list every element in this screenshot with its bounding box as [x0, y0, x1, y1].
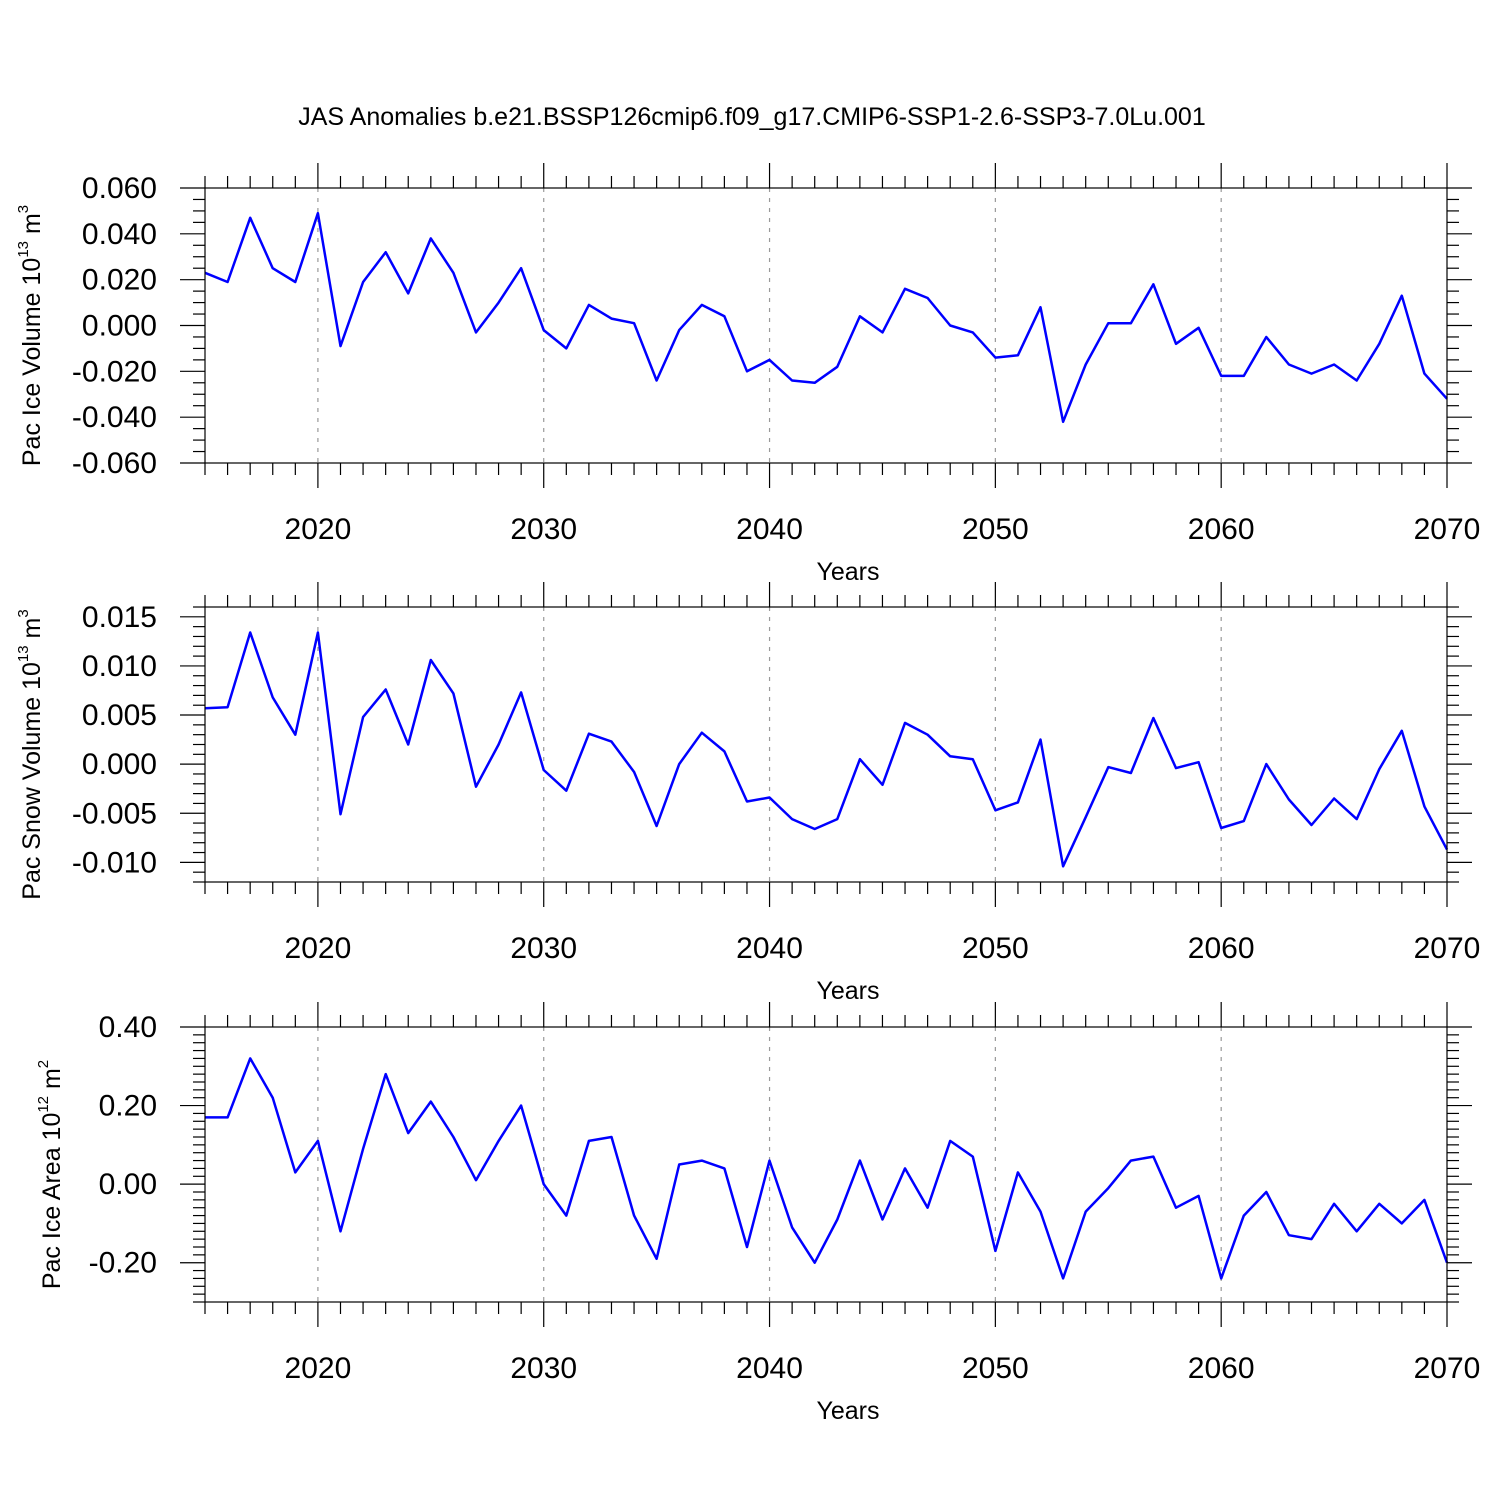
plot-frame: [204, 606, 1448, 883]
x-tick-label: 2070: [1414, 932, 1481, 965]
y-axis-title-text: Pac Ice Volume 10: [18, 258, 46, 466]
y-axis-title-unit: m: [38, 1068, 66, 1089]
x-axis-title: Years: [816, 1397, 879, 1425]
x-tick-labels: 2020 2030 2040 2050 2060 2070: [285, 932, 1481, 965]
y-axis-title-text: Pac Snow Volume 10: [18, 662, 46, 900]
x-tick-label: 2050: [962, 513, 1029, 546]
x-axis-title: Years: [816, 558, 879, 586]
axis-ticks: [180, 582, 1472, 907]
x-grid: [317, 188, 1222, 463]
x-tick-label: 2030: [510, 932, 577, 965]
y-tick-label: 0.060: [82, 172, 157, 205]
y-axis-title: Pac Ice Area 1012 m2: [35, 1060, 66, 1289]
y-axis-title: Pac Snow Volume 1013 m3: [15, 609, 46, 899]
y-axis-title-unit: m: [18, 618, 46, 639]
y-axis-title-unit-exponent: 2: [35, 1060, 52, 1068]
y-tick-label: -0.060: [72, 447, 157, 480]
y-tick-label: 0.020: [82, 264, 157, 297]
x-tick-label: 2040: [736, 513, 803, 546]
panel-snow-volume: 0.015 0.010 0.005 0.000 -0.005 -0.010 2020 203…: [15, 582, 1480, 1005]
y-axis-title-unit-exponent: 3: [15, 205, 32, 213]
x-tick-label: 2030: [510, 513, 577, 546]
y-tick-label: 0.040: [82, 218, 157, 251]
x-tick-labels: 2020 2030 2040 2050 2060 2070: [285, 1352, 1481, 1385]
y-axis-title-exponent: 13: [15, 241, 32, 258]
snow-volume-line: [204, 631, 1449, 868]
y-tick-label: -0.20: [89, 1247, 157, 1280]
y-tick-label: -0.005: [72, 797, 157, 830]
axis-ticks: [180, 163, 1472, 488]
ice-area-line: [205, 1057, 1449, 1280]
y-axis-title-text: Pac Ice Area 10: [38, 1113, 66, 1290]
y-tick-label: -0.040: [72, 401, 157, 434]
x-tick-label: 2020: [285, 1352, 352, 1385]
plot-frame: [204, 1026, 1448, 1303]
figure-title: JAS Anomalies b.e21.BSSP126cmip6.f09_g17…: [298, 103, 1205, 131]
y-axis-title-unit-exponent: 3: [15, 609, 32, 617]
y-tick-label: -0.020: [72, 355, 157, 388]
x-axis-title: Years: [816, 977, 879, 1005]
y-tick-labels: 0.060 0.040 0.020 0.000 -0.020 -0.040 -0.060: [72, 172, 157, 480]
y-tick-label: 0.20: [99, 1090, 157, 1123]
y-tick-label: 0.00: [99, 1168, 157, 1201]
y-tick-label: 0.000: [82, 310, 157, 343]
x-tick-label: 2020: [285, 513, 352, 546]
y-tick-labels: 0.015 0.010 0.005 0.000 -0.005 -0.010: [72, 601, 157, 880]
x-tick-label: 2040: [736, 1352, 803, 1385]
y-axis-title: Pac Ice Volume 1013 m3: [15, 205, 46, 466]
y-tick-labels: 0.40 0.20 0.00 -0.20: [89, 1011, 157, 1280]
x-tick-label: 2040: [736, 932, 803, 965]
y-tick-label: 0.015: [82, 601, 157, 634]
y-axis-title-exponent: 13: [15, 645, 32, 662]
panel-ice-area: 0.400.200.00-0.20 2020 2030 2040 2050 2060 20…: [35, 1002, 1480, 1425]
x-tick-label: 2070: [1414, 1352, 1481, 1385]
y-tick-label: 0.40: [99, 1011, 157, 1044]
y-tick-label: 0.010: [82, 650, 157, 683]
y-tick-label: 0.000: [82, 748, 157, 781]
plot-frame: [204, 187, 1448, 464]
x-tick-label: 2030: [510, 1352, 577, 1385]
axis-ticks: [180, 1002, 1472, 1327]
y-axis-title-space: [38, 1089, 66, 1096]
x-tick-labels: 2020 2030 2040 2050 2060 2070: [285, 513, 1481, 546]
panel-ice-volume: 0.060 0.040 0.020 0.000 -0.020 -0.040 -0.060 2…: [15, 163, 1480, 586]
x-tick-label: 2060: [1188, 1352, 1255, 1385]
y-axis-title-unit: m: [18, 213, 46, 234]
x-tick-label: 2070: [1414, 513, 1481, 546]
x-tick-label: 2050: [962, 1352, 1029, 1385]
x-tick-label: 2050: [962, 932, 1029, 965]
y-axis-title-space: [18, 638, 46, 645]
x-tick-label: 2060: [1188, 932, 1255, 965]
x-tick-label: 2020: [285, 932, 352, 965]
x-tick-label: 2060: [1188, 513, 1255, 546]
y-tick-label: -0.010: [72, 846, 157, 879]
y-axis-title-space: [18, 234, 46, 241]
ice-volume-line: [204, 211, 1448, 424]
x-grid: [317, 607, 1222, 882]
y-axis-title-exponent: 12: [35, 1096, 52, 1113]
y-tick-label: 0.005: [82, 699, 157, 732]
